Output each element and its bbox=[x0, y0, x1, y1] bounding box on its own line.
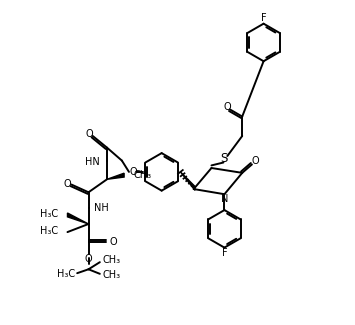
Text: O: O bbox=[64, 179, 71, 189]
Polygon shape bbox=[180, 172, 195, 190]
Text: H₃C: H₃C bbox=[40, 227, 59, 236]
Text: O: O bbox=[251, 156, 259, 166]
Text: F: F bbox=[261, 13, 267, 23]
Text: O: O bbox=[224, 102, 231, 112]
Text: O: O bbox=[110, 237, 117, 247]
Text: CH₃: CH₃ bbox=[133, 170, 151, 180]
Text: O: O bbox=[129, 167, 137, 177]
Polygon shape bbox=[67, 213, 88, 224]
Text: H₃C: H₃C bbox=[40, 209, 59, 219]
Text: N: N bbox=[222, 194, 229, 204]
Text: NH: NH bbox=[94, 203, 109, 214]
Text: F: F bbox=[222, 248, 227, 258]
Text: HN: HN bbox=[85, 157, 100, 166]
Text: O: O bbox=[85, 254, 92, 265]
Text: CH₃: CH₃ bbox=[102, 255, 120, 265]
Text: O: O bbox=[85, 129, 93, 139]
Text: S: S bbox=[220, 152, 227, 165]
Text: H₃C: H₃C bbox=[57, 269, 75, 279]
Text: CH₃: CH₃ bbox=[102, 270, 120, 280]
Polygon shape bbox=[107, 173, 124, 179]
